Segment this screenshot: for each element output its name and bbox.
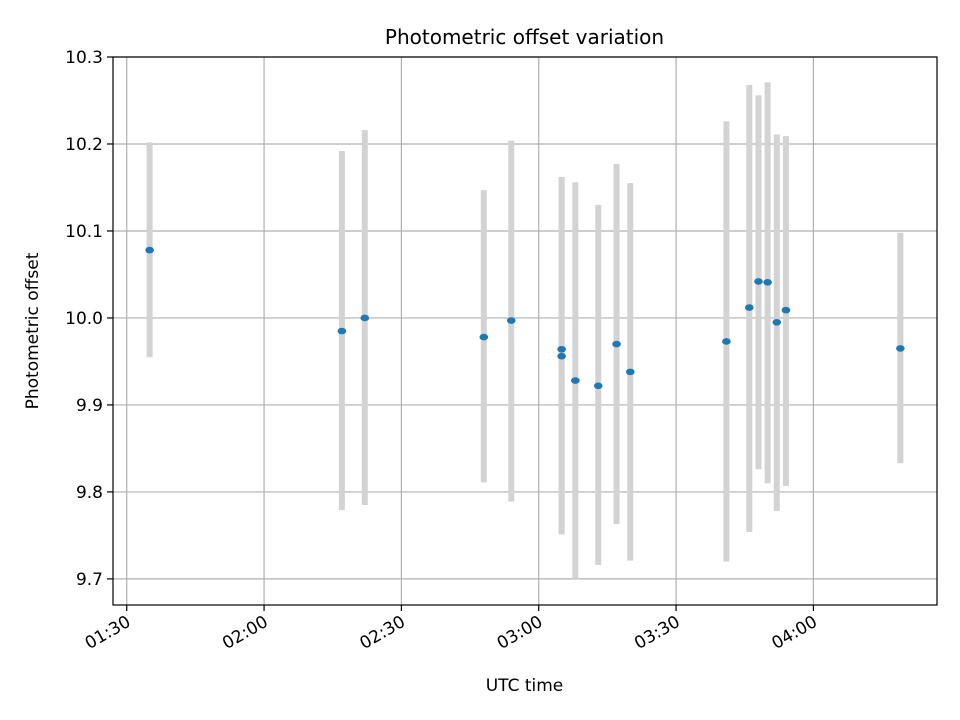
data-point — [772, 319, 782, 326]
x-axis-label: UTC time — [486, 676, 564, 696]
data-point — [557, 345, 566, 353]
data-point — [337, 327, 347, 335]
data-point — [479, 333, 489, 341]
data-point — [612, 340, 621, 348]
y-tick-label: 9.9 — [76, 396, 103, 416]
x-axis-ticks: 01:30 02:00 02:30 03:00 03:30 04:00 — [82, 605, 821, 654]
error-bars — [146, 82, 904, 579]
x-tick-label: 01:30 — [82, 612, 134, 654]
y-tick-label: 10.0 — [65, 309, 103, 329]
x-tick-label: 02:00 — [219, 612, 271, 654]
x-tick-label: 02:30 — [356, 612, 408, 654]
y-tick-label: 9.7 — [76, 570, 103, 590]
data-point — [763, 278, 772, 286]
y-axis-label: Photometric offset — [23, 252, 43, 409]
y-axis-ticks: 9.7 9.8 9.9 10.0 10.1 10.2 10.3 — [65, 48, 113, 590]
y-tick-label: 10.1 — [65, 222, 103, 242]
y-tick-label: 9.8 — [76, 483, 103, 503]
x-tick-label: 03:30 — [631, 612, 683, 654]
data-point — [625, 368, 635, 376]
y-tick-label: 10.3 — [65, 48, 103, 68]
x-tick-label: 04:00 — [768, 612, 820, 654]
data-point — [360, 314, 370, 322]
data-point — [896, 345, 905, 352]
plot-frame — [112, 56, 938, 606]
data-point — [571, 377, 580, 384]
data-point — [557, 352, 566, 360]
y-tick-label: 10.2 — [65, 135, 103, 155]
data-point — [145, 246, 154, 254]
data-points — [145, 246, 905, 390]
x-tick-label: 03:00 — [494, 612, 546, 654]
data-point — [506, 317, 516, 324]
grid-lines — [113, 56, 937, 605]
data-point — [754, 278, 763, 285]
data-point — [593, 382, 603, 390]
data-point — [722, 338, 731, 345]
chart-title: Photometric offset variation — [385, 25, 664, 49]
data-point — [745, 304, 754, 311]
data-point — [781, 306, 791, 314]
